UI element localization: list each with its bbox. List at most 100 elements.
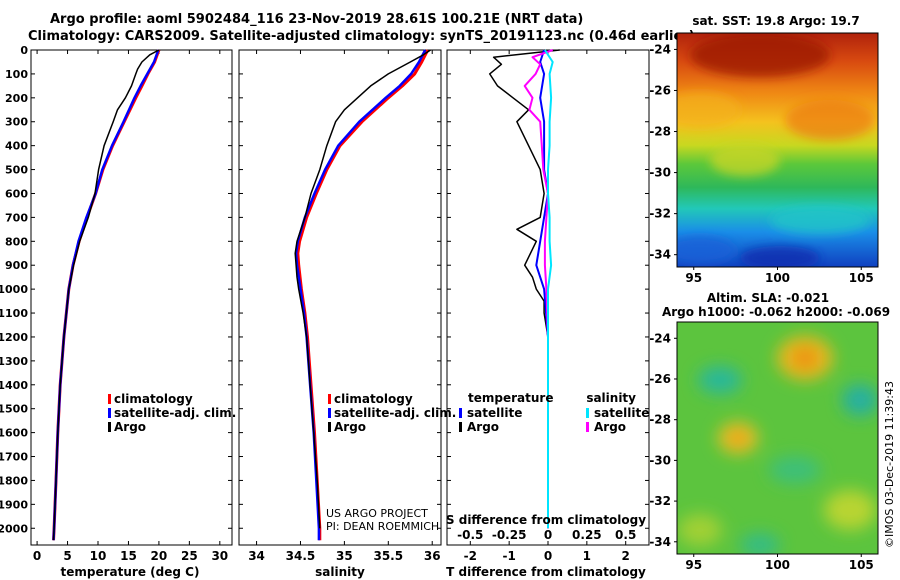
x-tick-label: 15 [120,549,137,563]
y-tick-label: 1300 [0,355,28,368]
legend-title-salinity: salinity [586,391,636,405]
x-tick-label: 0 [33,549,41,563]
salinity-axes: 34 34.5 35 35.5 36 [239,49,441,563]
y-tick-label: 1200 [0,331,28,344]
legend-label-climatology: climatology [114,392,193,406]
legend-label-t-argo: Argo [467,420,499,434]
sla-low-blob [698,366,742,394]
salinity-difference-xlabel: S difference from climatology [446,513,646,527]
x-tick-label: 35 [336,549,353,563]
sla-mid-blob-south [678,514,722,546]
legend-swatch-argo [108,422,111,432]
y-tick-label: 400 [5,140,28,153]
legend-swatch-s-argo [586,422,589,432]
legend-label-argo: Argo [114,420,146,434]
x-tick-label: 20 [151,549,168,563]
temperature-legend: climatology satellite-adj. clim. Argo [108,392,236,434]
legend-title-temperature: temperature [468,391,553,405]
map-y-tick-label: -34 [649,535,671,549]
sla-map-title: Altim. SLA: -0.021 [707,291,829,305]
x-tick-label: 25 [181,549,198,563]
sla-high-core [793,348,817,368]
y-tick-label: 1800 [0,474,28,487]
legend-swatch-satellite [328,408,331,418]
s-tick-label: -0.25 [492,528,527,542]
y-tick-label: 1600 [0,427,28,440]
map-x-tick-label: 100 [765,271,790,285]
y-tick-label: 100 [5,68,28,81]
y-tick-label: 1100 [0,307,28,320]
legend-swatch-climatology [108,394,111,404]
map-x-tick-label: 105 [849,558,874,572]
y-tick-label: 200 [5,92,28,105]
legend-label-satellite: satellite-adj. clim. [114,406,236,420]
salinity-legend: climatology satellite-adj. clim. Argo [328,392,456,434]
difference-axes: -2 -1 0 1 2 -0.5 -0.25 0 0.25 0.5 [447,49,649,563]
sst-blue-blob [740,246,820,267]
s-tick-label: 0.5 [615,528,636,542]
climatology-subtitle: Climatology: CARS2009. Satellite-adjuste… [28,29,695,44]
x-tick-label: 34.5 [286,549,316,563]
legend-label-s-argo: Argo [594,420,626,434]
map-y-tick-label: -28 [649,413,671,427]
legend-swatch-t-argo [459,422,462,432]
x-tick-label: -1 [502,549,515,563]
y-tick-label: 300 [5,116,28,129]
sst-map-title: sat. SST: 19.8 Argo: 19.7 [692,14,859,28]
salinity-panel-frame [238,49,442,546]
legend-label-s-satellite: satellite [594,406,649,420]
series-argo [52,49,160,541]
y-tick-label: 900 [5,259,28,272]
map-y-tick-label: -24 [649,331,671,345]
series-argo [294,49,431,529]
y-tick-label: 1900 [0,498,28,511]
sst-orange-blob [677,92,740,128]
map-y-tick-label: -32 [649,494,671,508]
x-tick-label: 1 [583,549,591,563]
legend-swatch-argo [328,422,331,432]
legend-swatch-climatology [328,394,331,404]
sst-heatmap [677,33,878,267]
map-x-tick-label: 100 [765,558,790,572]
x-tick-label: -2 [464,549,477,563]
sla-map-axes: 95 100 105 -24 -26 -28 -30 -32 -34 [649,331,873,572]
sst-yellow-blob [785,100,875,140]
map-y-tick-label: -28 [649,125,671,139]
y-tick-label: 2000 [0,522,28,535]
difference-xlabel: T difference from climatology [446,565,646,579]
sla-heatmap [677,322,878,554]
map-x-tick-label: 105 [849,271,874,285]
x-tick-label: 35.5 [373,549,403,563]
series-satellite-adj [52,49,160,541]
legend-swatch-t-satellite [459,408,462,418]
y-tick-label: 0 [20,44,28,57]
difference-legend: temperature satellite Argo salinity sate… [459,391,649,434]
map-x-tick-label: 95 [685,558,702,572]
legend-label-t-satellite: satellite [467,406,522,420]
pi-credit: PI: DEAN ROEMMICH [326,520,439,533]
sst-warm-blob [690,33,830,77]
sla-high-core-west [730,431,746,445]
sla-low-blob-east [842,384,878,416]
x-tick-label: 36 [424,549,441,563]
y-tick-label: 800 [5,235,28,248]
legend-label-satellite: satellite-adj. clim. [334,406,456,420]
map-y-tick-label: -34 [649,248,671,262]
map-y-tick-label: -26 [649,372,671,386]
sst-green-blob [710,144,780,176]
legend-swatch-s-satellite [586,408,589,418]
y-tick-label: 700 [5,211,28,224]
x-tick-label: 0 [544,549,552,563]
y-tick-label: 1400 [0,379,28,392]
map-y-tick-label: -30 [649,166,671,180]
sla-map-subtitle: Argo h1000: -0.062 h2000: -0.069 [662,305,890,319]
map-y-tick-label: -26 [649,83,671,97]
y-tick-label: 1700 [0,451,28,464]
x-tick-label: 34 [248,549,265,563]
legend-swatch-satellite [108,408,111,418]
map-y-tick-label: -32 [649,207,671,221]
y-tick-label: 1000 [0,283,28,296]
series-s-satellite [544,49,554,529]
x-tick-label: 10 [90,549,107,563]
